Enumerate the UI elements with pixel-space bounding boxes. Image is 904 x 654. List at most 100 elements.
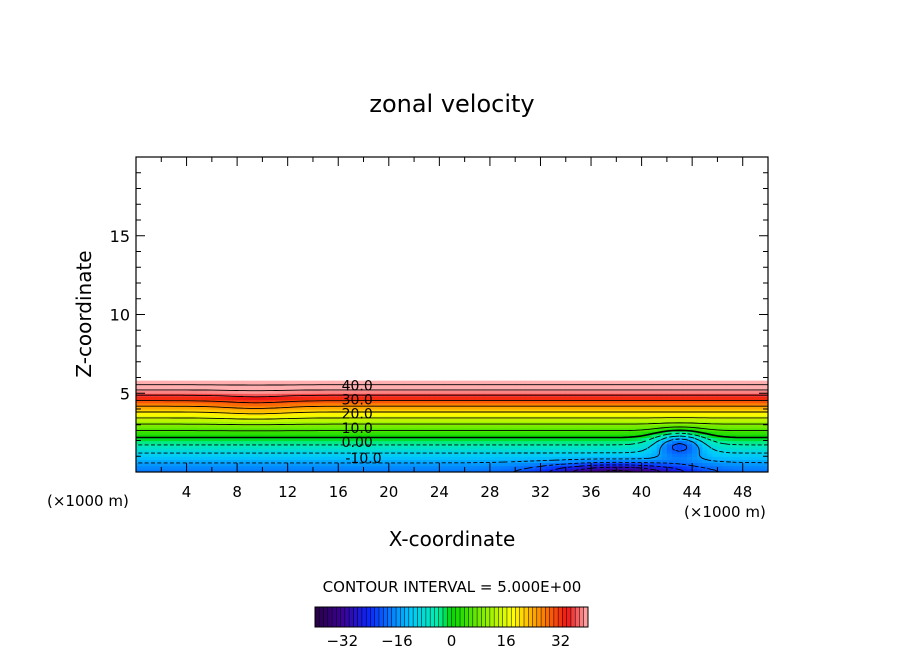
field-cell	[737, 424, 744, 429]
field-cell	[363, 459, 370, 464]
field-cell	[282, 421, 289, 426]
field-cell	[606, 396, 612, 401]
field-cell	[702, 453, 708, 457]
field-cell	[444, 386, 451, 391]
field-cell	[146, 405, 152, 410]
field-cell	[247, 396, 253, 401]
field-cell	[353, 386, 360, 391]
field-cell	[221, 418, 228, 423]
field-cell	[247, 459, 253, 464]
field-cell	[383, 424, 390, 429]
field-cell	[641, 415, 648, 420]
field-cell	[676, 468, 683, 472]
field-cell	[232, 431, 238, 435]
field-cell	[525, 453, 531, 457]
field-cell	[601, 434, 607, 438]
field-cell	[570, 459, 577, 464]
field-cell	[636, 409, 643, 413]
field-cell	[388, 431, 395, 435]
field-cell	[398, 431, 405, 435]
field-cell	[515, 465, 521, 470]
field-cell	[146, 380, 152, 385]
field-cell	[570, 449, 577, 454]
field-cell	[176, 386, 183, 391]
field-cell	[727, 456, 734, 460]
field-cell	[297, 383, 304, 388]
field-cell	[702, 446, 708, 451]
field-cell	[262, 446, 269, 451]
field-cell	[141, 399, 147, 404]
field-cell	[596, 434, 602, 438]
field-cell	[722, 402, 729, 407]
field-cell	[742, 462, 749, 467]
field-cell	[328, 424, 334, 429]
field-cell	[398, 427, 405, 432]
field-cell	[676, 446, 683, 451]
field-cell	[682, 468, 688, 472]
field-cell	[141, 402, 147, 407]
field-cell	[176, 434, 183, 438]
field-cell	[146, 456, 152, 460]
field-cell	[419, 462, 425, 467]
field-cell	[373, 418, 380, 423]
field-cell	[611, 446, 617, 451]
field-cell	[136, 380, 142, 385]
field-cell	[151, 465, 157, 470]
field-cell	[247, 424, 253, 429]
field-cell	[252, 386, 258, 391]
field-cell	[201, 443, 208, 448]
field-cell	[414, 421, 420, 426]
field-cell	[707, 443, 713, 448]
field-cell	[206, 380, 213, 385]
field-cell	[434, 405, 440, 410]
field-cell	[449, 443, 456, 448]
colorbar-tick-label: −32	[326, 632, 358, 650]
field-cell	[262, 409, 269, 413]
field-cell	[282, 462, 289, 467]
field-cell	[252, 453, 258, 457]
colorbar-cell	[391, 607, 397, 627]
field-cell	[752, 449, 759, 454]
field-cell	[166, 380, 172, 385]
field-cell	[419, 437, 425, 442]
field-cell	[191, 409, 198, 413]
field-cell	[333, 468, 339, 472]
field-cell	[671, 396, 678, 401]
field-cell	[626, 465, 633, 470]
field-cell	[262, 393, 269, 397]
field-cell	[161, 380, 167, 385]
field-cell	[727, 405, 734, 410]
field-cell	[570, 405, 577, 410]
field-cell	[464, 380, 471, 385]
field-cell	[216, 437, 223, 442]
field-cell	[262, 440, 269, 445]
field-cell	[216, 380, 223, 385]
field-cell	[651, 468, 658, 472]
field-cell	[353, 434, 360, 438]
field-cell	[227, 437, 233, 442]
field-cell	[429, 465, 435, 470]
field-cell	[636, 383, 643, 388]
field-cell	[267, 424, 274, 429]
field-cell	[232, 449, 238, 454]
field-cell	[338, 434, 344, 438]
field-cell	[722, 462, 729, 467]
field-cell	[186, 431, 193, 435]
field-cell	[500, 421, 506, 426]
field-cell	[606, 405, 612, 410]
field-cell	[242, 390, 248, 394]
field-cell	[525, 380, 531, 385]
field-cell	[186, 424, 193, 429]
field-cell	[307, 443, 314, 448]
field-cell	[211, 386, 218, 391]
field-cell	[141, 446, 147, 451]
field-cell	[757, 380, 764, 385]
field-cell	[545, 440, 552, 445]
field-cell	[358, 440, 365, 445]
field-cell	[216, 449, 223, 454]
field-cell	[343, 459, 349, 464]
field-cell	[318, 380, 324, 385]
field-cell	[398, 443, 405, 448]
field-cell	[737, 405, 744, 410]
field-cell	[136, 440, 142, 445]
